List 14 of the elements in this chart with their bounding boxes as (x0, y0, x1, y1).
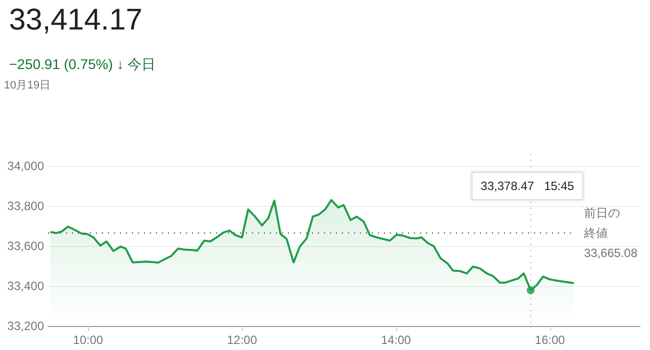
y-tick-label: 33,800 (7, 199, 44, 213)
y-tick-label: 33,200 (7, 319, 44, 333)
x-tick-label: 12:00 (226, 333, 258, 347)
text: 10月19日 (4, 80, 50, 92)
y-tick-label: 33,600 (7, 239, 44, 253)
y-tick-label: 34,000 (7, 159, 44, 173)
chart-title: 33,414.17 (9, 4, 142, 36)
y-tick-label: 33,400 (7, 279, 44, 293)
x-tick-label: 16:00 (534, 333, 566, 347)
ref-line-label: 前日の終値 33,665.08 (583, 206, 638, 260)
x-tick-label: 10:00 (73, 333, 104, 347)
chart-subtitle: −250.91 (0.75%) ↓ 今日 (9, 56, 156, 72)
x-tick-label: 14:00 (380, 333, 412, 347)
annotation: 33,378.47 15:45 (480, 179, 574, 193)
